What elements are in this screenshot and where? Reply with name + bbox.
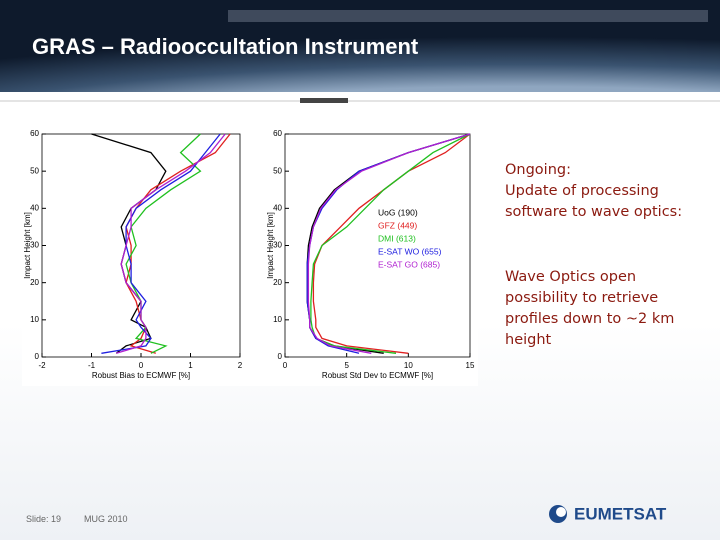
profile-line (306, 133, 471, 354)
legend-entry: E-SAT GO (685) (378, 259, 440, 269)
y-tick-label: 40 (273, 203, 282, 212)
x-tick-label: 0 (283, 361, 288, 370)
x-tick-label: 1 (188, 361, 193, 370)
wave-optics-text: Wave Optics open possibility to retrieve… (505, 269, 675, 348)
y-tick-label: 0 (278, 352, 283, 361)
y-tick-label: 50 (273, 166, 282, 175)
header-band (0, 0, 720, 92)
text-line: Update of processing software to wave op… (505, 183, 683, 220)
x-axis-label: Robust Bias to ECMWF [%] (92, 371, 190, 380)
profile-line (101, 133, 221, 354)
slide-title: GRAS – Radiooccultation Instrument (32, 34, 419, 59)
divider-accent (300, 98, 348, 103)
slide-number: Slide: 19 (26, 514, 62, 524)
legend-entry: E-SAT WO (655) (378, 246, 442, 256)
x-tick-label: 2 (238, 361, 243, 370)
chart: 0 5 10 15 0 10 20 30 40 50 60 Robust Std Dev to ECM… (266, 129, 475, 380)
profile-line (125, 133, 202, 354)
x-tick-label: 5 (344, 361, 349, 370)
y-tick-label: 60 (30, 129, 39, 138)
y-axis-label: Impact Height [km] (23, 212, 32, 279)
y-tick-label: 20 (273, 278, 282, 287)
x-tick-label: -2 (38, 361, 46, 370)
flag-strip (228, 10, 708, 22)
profile-line (307, 133, 471, 354)
y-tick-label: 10 (30, 315, 39, 324)
legend-entry: UoG (190) (378, 207, 418, 217)
event-name: MUG 2010 (84, 514, 128, 524)
figure-background (22, 128, 478, 386)
text-line: Ongoing: (505, 162, 571, 178)
y-tick-label: 60 (273, 129, 282, 138)
y-tick-label: 10 (273, 315, 282, 324)
profile-line (116, 133, 226, 354)
legend-entry: DMI (613) (378, 233, 416, 243)
x-axis-label: Robust Std Dev to ECMWF [%] (322, 371, 433, 380)
legend: UoG (190) GFZ (449) DMI (613) E-SAT WO (655… (378, 207, 442, 269)
y-tick-label: 20 (30, 278, 39, 287)
x-tick-label: -1 (88, 361, 96, 370)
x-tick-label: 15 (466, 361, 475, 370)
y-tick-label: 40 (30, 203, 39, 212)
y-axis-label: Impact Height [km] (266, 212, 275, 279)
x-tick-label: 0 (139, 361, 144, 370)
y-tick-label: 0 (35, 352, 40, 361)
ongoing-text: Ongoing: Update of processing software t… (505, 160, 690, 223)
x-tick-label: 10 (404, 361, 413, 370)
legend-entry: GFZ (449) (378, 220, 417, 230)
y-tick-label: 50 (30, 166, 39, 175)
y-tick-label: 30 (30, 241, 39, 250)
logo-text: EUMETSAT (574, 504, 667, 523)
logo: EUMETSAT (549, 504, 667, 523)
y-tick-label: 30 (273, 241, 282, 250)
